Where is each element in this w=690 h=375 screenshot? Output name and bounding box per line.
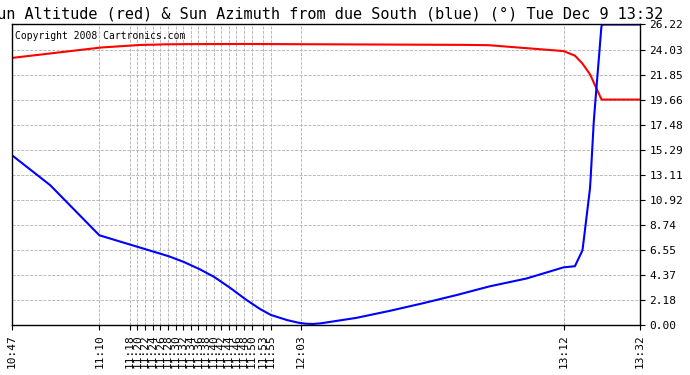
Title: Sun Altitude (red) & Sun Azimuth from due South (blue) (°) Tue Dec 9 13:32: Sun Altitude (red) & Sun Azimuth from du… (0, 7, 663, 22)
Text: Copyright 2008 Cartronics.com: Copyright 2008 Cartronics.com (15, 30, 186, 40)
